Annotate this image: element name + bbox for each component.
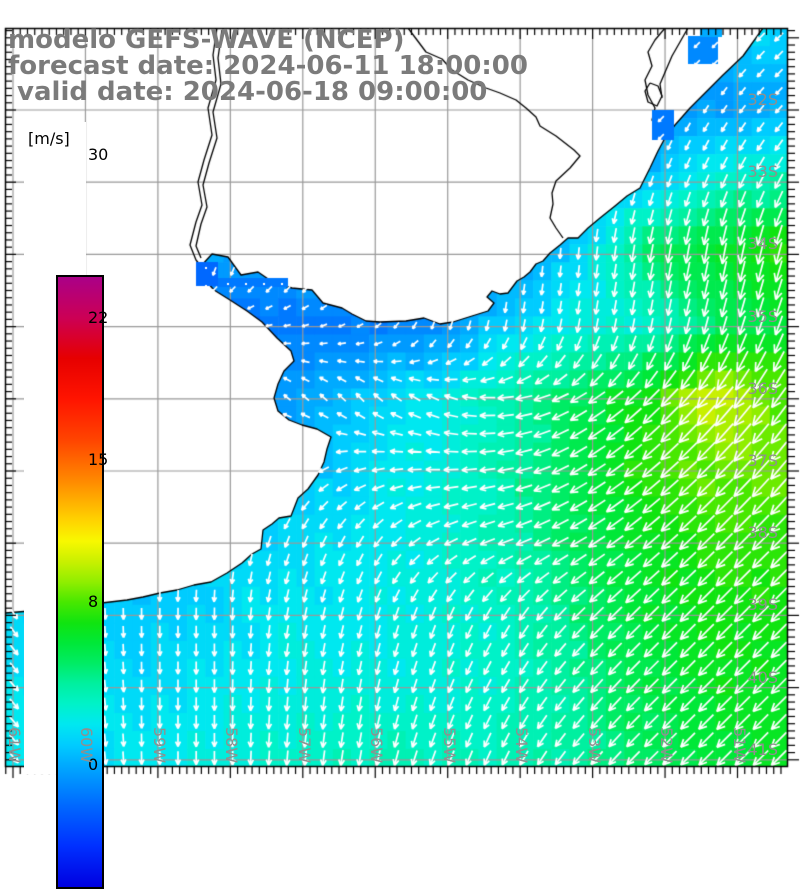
lat-label: 37S	[747, 451, 778, 470]
lon-label: 60W	[77, 727, 97, 764]
colorbar-tick-label: 0	[88, 755, 99, 774]
forecast-date-text: forecast date: 2024-06-11 18:00:00	[8, 51, 528, 81]
lon-label: 58W	[222, 727, 242, 764]
lat-label: 33S	[747, 162, 778, 182]
lat-label: 38S	[747, 523, 778, 543]
lon-label: 57W	[294, 727, 314, 764]
wind-field-map	[0, 0, 800, 800]
lat-label: 39S	[747, 595, 778, 615]
lat-label: 41S	[747, 739, 778, 759]
lat-label: 35S	[747, 306, 778, 326]
lon-label: 61W	[5, 727, 24, 764]
lon-label: 56W	[367, 727, 387, 764]
colorbar-unit-label: [m/s]	[28, 129, 70, 148]
lat-label: 36S	[747, 378, 778, 398]
lat-label: 32S	[747, 90, 778, 109]
lat-label: 34S	[747, 234, 778, 254]
colorbar-tick-label: 30	[88, 145, 109, 164]
colorbar-tick-label: 15	[88, 450, 109, 469]
colorbar	[24, 122, 104, 889]
valid-date-text: valid date: 2024-06-18 09:00:00	[8, 77, 488, 107]
colorbar-tick-label: 8	[88, 592, 99, 612]
lon-label: 52W	[657, 727, 677, 764]
lon-label: 55W	[439, 727, 459, 764]
model-title: modelo GEFS-WAVE (NCEP)	[8, 25, 405, 55]
colorbar-tick-label: 22	[88, 307, 109, 327]
lon-label: 53W	[584, 727, 604, 764]
colorbar-gradient	[56, 275, 104, 889]
lon-label: 59W	[149, 727, 169, 764]
lon-label: 54W	[512, 727, 532, 764]
lat-label: 40S	[747, 667, 778, 687]
